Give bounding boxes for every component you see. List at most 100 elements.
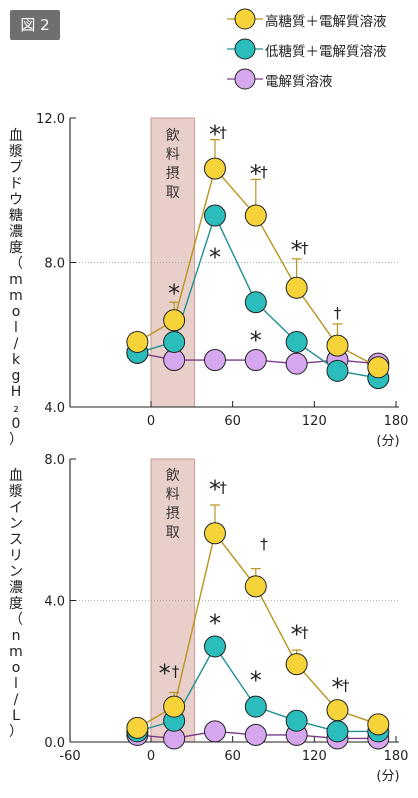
data-point-high-carb — [244, 204, 267, 227]
significance-asterisk: * — [250, 326, 262, 354]
significance-asterisk: * — [291, 236, 303, 264]
y-axis-label-char: ） — [9, 432, 23, 448]
y-axis-label-char: ₂ — [13, 400, 19, 416]
y-axis-label-char: （ — [9, 256, 23, 272]
legend-item-low-carb: 低糖質＋電解質溶液 — [225, 34, 415, 64]
y-axis-label-char: o — [11, 304, 21, 320]
drink-intake-label-char: 摂 — [166, 166, 180, 182]
data-point-high-carb — [244, 575, 267, 598]
y-axis-label-char: / — [13, 336, 19, 352]
data-point-low-carb — [203, 204, 226, 227]
significance-asterisk: * — [209, 120, 221, 148]
drink-intake-label-char: 取 — [166, 525, 180, 541]
drink-intake-label-char: 飲 — [166, 468, 180, 484]
data-point-low-carb — [203, 635, 226, 658]
insulin-y-axis-label: 血漿インスリン濃度（n m o l / L） — [6, 468, 26, 740]
legend-label-low-carb: 低糖質＋電解質溶液 — [265, 44, 387, 60]
y-axis-label-char: 濃 — [9, 224, 23, 240]
y-axis-label-char: n — [11, 628, 21, 644]
y-axis-label-char: ス — [9, 532, 23, 548]
data-point-electrolyte — [244, 723, 267, 746]
data-point-high-carb — [126, 330, 149, 353]
data-point-high-carb — [203, 522, 226, 545]
legend-marker-electrolyte — [227, 68, 263, 90]
x-axis-unit: (分) — [376, 434, 399, 449]
data-point-low-carb — [285, 330, 308, 353]
significance-asterisk: * — [209, 243, 221, 271]
significance-asterisk: * — [250, 666, 262, 694]
data-point-high-carb — [367, 356, 390, 379]
data-point-electrolyte — [244, 349, 267, 372]
x-tick-label: 120 — [302, 749, 327, 764]
data-point-low-carb — [163, 330, 186, 353]
data-point-high-carb — [126, 716, 149, 739]
y-tick-label: 4.0 — [44, 401, 65, 416]
data-point-low-carb — [244, 695, 267, 718]
x-tick-label: 60 — [224, 414, 241, 429]
y-axis-label-char: k — [11, 352, 21, 368]
chart-legend: 高糖質＋電解質溶液 低糖質＋電解質溶液 電解質溶液 — [225, 4, 415, 94]
significance-dagger: † — [301, 239, 309, 257]
legend-label-high-carb: 高糖質＋電解質溶液 — [265, 14, 387, 30]
y-axis-label-char: 度 — [9, 240, 23, 256]
significance-dagger: † — [219, 123, 227, 141]
y-axis-label-char: g — [11, 368, 21, 384]
y-axis-label-char: 度 — [9, 596, 23, 612]
significance-dagger: † — [301, 623, 309, 641]
data-point-low-carb — [326, 359, 349, 382]
x-tick-label: 120 — [302, 414, 327, 429]
y-axis-label-char: 濃 — [9, 580, 23, 596]
y-axis-label-char: L — [12, 708, 20, 724]
legend-marker-low-carb — [227, 38, 263, 60]
drink-intake-label-char: 飲 — [166, 128, 180, 144]
data-point-high-carb — [163, 309, 186, 332]
y-axis-label-char: ン — [9, 564, 23, 580]
significance-asterisk: * — [159, 659, 171, 687]
x-axis-unit: (分) — [376, 769, 399, 784]
x-tick-label: 180 — [384, 749, 409, 764]
y-axis-label-char: l — [14, 676, 18, 692]
data-point-high-carb — [326, 699, 349, 722]
significance-asterisk: * — [291, 620, 303, 648]
glucose-y-axis-label: 血漿ブドウ糖濃度（m m o l / k g H ₂ 0） — [6, 128, 26, 448]
data-point-low-carb — [326, 720, 349, 743]
legend-label-electrolyte: 電解質溶液 — [265, 74, 333, 90]
y-axis-label-char: イ — [9, 500, 23, 516]
significance-dagger: † — [334, 304, 342, 322]
data-point-high-carb — [367, 713, 390, 736]
y-axis-label-char: o — [11, 660, 21, 676]
data-point-high-carb — [163, 695, 186, 718]
legend-marker-high-carb — [227, 8, 263, 30]
y-axis-label-char: / — [13, 692, 19, 708]
data-point-electrolyte — [285, 352, 308, 375]
x-tick-label: 0 — [147, 414, 155, 429]
y-axis-label-char: 0 — [11, 416, 21, 432]
significance-asterisk: * — [168, 279, 180, 307]
significance-dagger: † — [260, 535, 268, 553]
data-point-low-carb — [244, 291, 267, 314]
figure-label-badge: 図 2 — [10, 10, 60, 40]
y-tick-label: 0.0 — [44, 736, 65, 751]
drink-intake-label-char: 取 — [166, 185, 180, 201]
significance-asterisk: * — [209, 475, 221, 503]
y-tick-label: 8.0 — [44, 453, 65, 468]
y-axis-label-char: 漿 — [9, 144, 23, 160]
data-point-low-carb — [285, 709, 308, 732]
significance-asterisk: * — [331, 673, 343, 701]
drink-intake-label-char: 料 — [166, 487, 180, 503]
y-axis-label-char: m — [9, 272, 23, 288]
data-point-high-carb — [285, 653, 308, 676]
y-axis-label-char: ブ — [9, 160, 23, 176]
data-point-electrolyte — [203, 349, 226, 372]
significance-dagger: † — [219, 478, 227, 496]
y-axis-label-char: ド — [9, 176, 23, 192]
y-tick-label: 4.0 — [44, 595, 65, 610]
x-tick-label: -60 — [59, 749, 80, 764]
significance-dagger: † — [260, 163, 268, 181]
significance-asterisk: * — [209, 610, 221, 638]
significance-dagger: † — [342, 676, 350, 694]
y-axis-label-char: 漿 — [9, 484, 23, 500]
